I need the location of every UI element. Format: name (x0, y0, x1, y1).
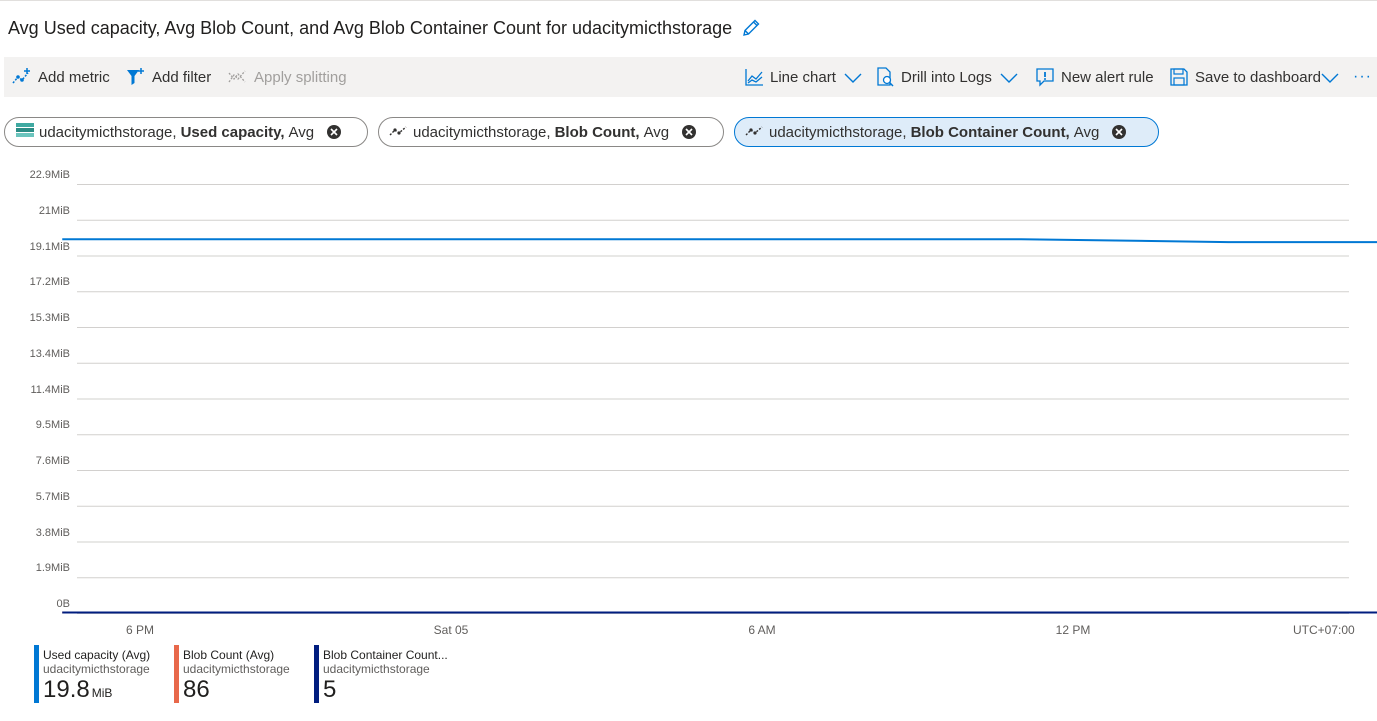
close-icon[interactable] (326, 124, 342, 140)
ellipsis-icon: ··· (1353, 68, 1372, 85)
y-tick-label: 1.9MiB (35, 562, 70, 575)
y-tick-label: 13.4MiB (29, 347, 70, 360)
y-tick-label: 22.9MiB (29, 169, 70, 181)
x-tick-label: 12 PM (1055, 623, 1091, 637)
legend-item-blob-container-count[interactable]: Blob Container Count... udacitymicthstor… (314, 645, 448, 703)
drill-into-logs-dropdown[interactable]: Drill into Logs (875, 57, 1018, 97)
legend-title: Used capacity (Avg) (43, 648, 151, 662)
new-alert-rule-button[interactable]: New alert rule (1035, 57, 1154, 97)
chart-plot (62, 184, 1377, 614)
pill-metric: Blob Container Count, (910, 123, 1070, 141)
pill-aggregation: Avg (643, 123, 670, 141)
y-tick-label: 5.7MiB (35, 490, 70, 503)
legend-item-used-capacity[interactable]: Used capacity (Avg) udacitymicthstorage … (34, 645, 150, 703)
metric-pill-blob-count[interactable]: udacitymicthstorage, Blob Count, Avg (378, 117, 724, 147)
add-metric-label: Add metric (38, 68, 110, 86)
y-tick-label: 15.3MiB (29, 312, 70, 324)
add-filter-button[interactable]: Add filter (126, 57, 211, 97)
legend-resource: udacitymicthstorage (183, 662, 290, 676)
legend-color-bar (314, 645, 319, 703)
legend-resource: udacitymicthstorage (323, 662, 430, 676)
legend-title: Blob Container Count... (323, 648, 448, 662)
apply-splitting-label: Apply splitting (254, 68, 347, 86)
add-metric-icon (12, 67, 32, 87)
pill-resource: udacitymicthstorage, (769, 123, 907, 141)
legend-color-bar (174, 645, 179, 703)
y-tick-label: 7.6MiB (35, 455, 70, 467)
line-chart-label: Line chart (770, 68, 836, 86)
line-chart-icon (744, 67, 764, 87)
pill-metric: Blob Count, (554, 123, 640, 141)
line-chart-dropdown[interactable]: Line chart (744, 57, 862, 97)
logs-icon (875, 67, 895, 87)
close-icon[interactable] (1111, 124, 1127, 140)
save-to-dashboard-label: Save to dashboard (1195, 68, 1321, 86)
splitting-icon (228, 67, 248, 87)
legend-color-bar (34, 645, 39, 703)
timezone-label: UTC+07:00 (1293, 623, 1355, 637)
y-tick-label: 17.2MiB (29, 276, 70, 289)
series-line (62, 238, 1377, 244)
legend-item-blob-count[interactable]: Blob Count (Avg) udacitymicthstorage 86 (174, 645, 290, 703)
metric-line-icon (745, 124, 763, 141)
legend-value: 86 (183, 676, 210, 703)
pill-resource: udacitymicthstorage, (413, 123, 551, 141)
pill-resource: udacitymicthstorage, (39, 123, 177, 141)
pill-aggregation: Avg (288, 123, 315, 141)
x-tick-label: Sat 05 (433, 623, 469, 637)
metric-pill-used-capacity[interactable]: udacitymicthstorage, Used capacity, Avg (4, 117, 368, 147)
chevron-down-icon (1321, 71, 1339, 83)
legend-resource: udacitymicthstorage (43, 662, 150, 676)
x-tick-label: 6 PM (125, 623, 155, 637)
alert-icon (1035, 67, 1055, 87)
metric-pill-blob-container-count[interactable]: udacitymicthstorage, Blob Container Coun… (734, 117, 1159, 147)
metric-line-icon (389, 124, 407, 141)
legend-value: 5 (323, 676, 337, 703)
y-tick-label: 3.8MiB (35, 526, 70, 539)
y-tick-label: 11.4MiB (30, 383, 70, 396)
pill-aggregation: Avg (1073, 123, 1100, 141)
x-tick-label: 6 AM (748, 623, 776, 637)
legend-value: 19.8 MiB (43, 676, 113, 703)
filter-icon (126, 67, 146, 87)
chevron-down-icon (844, 71, 862, 83)
chart-area[interactable]: UTC+07:00 22.9MiB 21MiB 19.1MiB 17.2MiB 15.3… (0, 160, 1377, 642)
pill-metric: Used capacity, (180, 123, 285, 141)
title-row: Avg Used capacity, Avg Blob Count, and A… (8, 14, 762, 42)
more-options-button[interactable]: ··· (1353, 57, 1372, 97)
y-tick-label: 21MiB (38, 204, 70, 217)
close-icon[interactable] (681, 124, 697, 140)
legend-unit: MiB (91, 686, 113, 700)
legend-title: Blob Count (Avg) (183, 648, 275, 662)
storage-icon (15, 122, 35, 142)
save-to-dashboard-dropdown[interactable]: Save to dashboard (1169, 57, 1339, 97)
y-tick-label: 19.1MiB (29, 240, 70, 253)
chart-title: Avg Used capacity, Avg Blob Count, and A… (8, 17, 733, 38)
add-filter-label: Add filter (152, 68, 212, 86)
y-tick-label: 0B (56, 598, 70, 610)
toolbar: Add metric Add filter Apply splitting (4, 57, 1377, 97)
drill-into-logs-label: Drill into Logs (901, 68, 992, 86)
edit-pencil-icon[interactable] (740, 17, 762, 39)
add-metric-button[interactable]: Add metric (12, 57, 110, 97)
chevron-down-icon (1000, 71, 1018, 83)
save-icon (1169, 67, 1189, 87)
new-alert-rule-label: New alert rule (1061, 68, 1154, 86)
y-tick-label: 9.5MiB (35, 419, 70, 432)
top-border (0, 0, 1377, 1)
apply-splitting-button[interactable]: Apply splitting (228, 57, 347, 97)
